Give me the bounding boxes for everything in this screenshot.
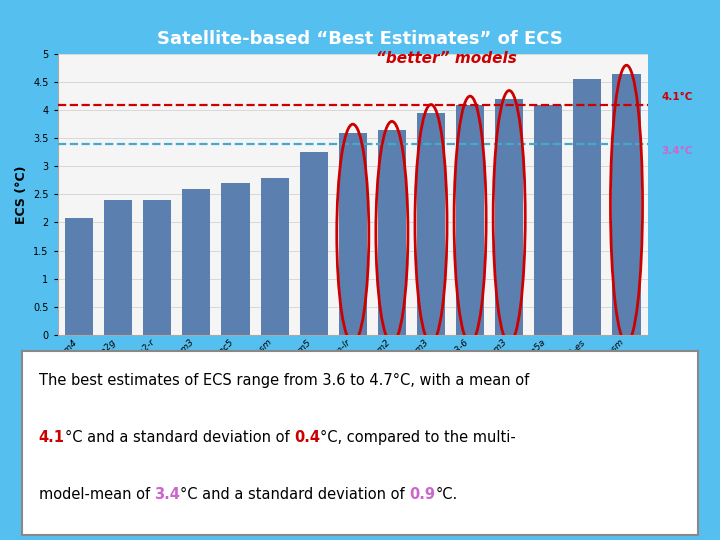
Text: °C, compared to the multi-: °C, compared to the multi- <box>320 430 516 445</box>
Bar <box>143 200 171 335</box>
Text: 3.4: 3.4 <box>154 487 180 502</box>
Bar <box>573 79 601 335</box>
Bar <box>222 183 250 335</box>
Text: °C and a standard deviation of: °C and a standard deviation of <box>65 430 294 445</box>
Bar <box>182 189 210 335</box>
Bar <box>300 152 328 335</box>
Text: model-mean of: model-mean of <box>39 487 154 502</box>
Text: 4.1: 4.1 <box>39 430 65 445</box>
Bar <box>104 200 132 335</box>
Bar <box>378 130 406 335</box>
Bar <box>534 105 562 335</box>
Bar <box>456 105 484 335</box>
Text: The best estimates of ECS range from 3.6 to 4.7°C, with a mean of: The best estimates of ECS range from 3.6… <box>39 373 528 388</box>
Text: 0.4: 0.4 <box>294 430 320 445</box>
Y-axis label: ECS (°C): ECS (°C) <box>14 165 27 224</box>
Text: °C.: °C. <box>436 487 458 502</box>
Bar <box>338 133 367 335</box>
Text: 0.9: 0.9 <box>410 487 436 502</box>
Bar <box>613 73 641 335</box>
Bar <box>65 218 93 335</box>
Bar <box>261 178 289 335</box>
Bar <box>495 99 523 335</box>
Text: Satellite-based “Best Estimates” of ECS: Satellite-based “Best Estimates” of ECS <box>157 30 563 48</box>
Text: 3.4°C: 3.4°C <box>662 146 693 156</box>
Text: “better” models: “better” models <box>376 51 517 66</box>
Bar <box>417 113 445 335</box>
Text: °C and a standard deviation of: °C and a standard deviation of <box>180 487 410 502</box>
Text: 4.1°C: 4.1°C <box>662 92 693 102</box>
